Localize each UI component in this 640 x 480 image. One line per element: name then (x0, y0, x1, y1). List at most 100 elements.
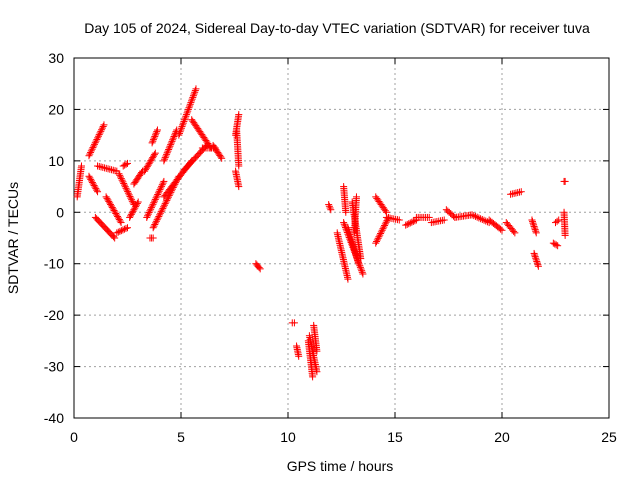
data-point (167, 141, 175, 149)
data-point (534, 262, 542, 270)
data-point (354, 256, 362, 264)
data-point (185, 104, 193, 112)
x-tick-label: 5 (177, 429, 185, 445)
data-point (97, 127, 105, 135)
data-point (180, 117, 188, 125)
data-point (98, 126, 106, 134)
data-point (477, 215, 485, 223)
data-point (449, 212, 457, 220)
data-point (528, 216, 536, 224)
data-point (133, 200, 141, 208)
y-tick-label: -10 (44, 256, 64, 272)
data-point (533, 257, 541, 265)
data-point (473, 213, 481, 221)
data-point (153, 192, 161, 200)
data-point (96, 129, 104, 137)
data-point (95, 131, 103, 139)
data-point (124, 159, 131, 167)
data-point (117, 227, 125, 235)
data-point (120, 225, 128, 233)
data-point (186, 102, 194, 110)
data-point (116, 227, 124, 235)
data-point (187, 99, 195, 107)
data-point (379, 225, 387, 233)
x-tick-label: 15 (387, 429, 403, 445)
data-point (531, 253, 539, 261)
data-point (531, 224, 539, 232)
data-point (497, 225, 505, 233)
data-point (77, 162, 85, 170)
data-point (143, 213, 151, 221)
data-point (116, 171, 124, 179)
data-point (177, 124, 185, 132)
data-point (160, 177, 168, 185)
data-point (152, 217, 160, 225)
data-point (122, 184, 130, 192)
data-point (85, 172, 93, 180)
data-point (121, 161, 129, 169)
data-point (89, 144, 97, 152)
data-point (92, 137, 100, 145)
data-point (102, 193, 110, 201)
data-point (531, 226, 539, 234)
y-tick-label: 0 (56, 204, 64, 220)
data-point (147, 204, 155, 212)
data-point (142, 166, 150, 174)
axis-ticks: 0 5 10 15 20 25 -40 -30 -20 -10 0 10 20 30 (44, 50, 617, 445)
data-point (120, 181, 128, 189)
data-point (143, 163, 151, 171)
data-point (156, 186, 164, 194)
data-point (151, 149, 159, 157)
data-point (151, 195, 159, 203)
data-point (181, 116, 189, 124)
data-point (530, 249, 538, 257)
data-point (88, 178, 96, 186)
data-point (134, 198, 142, 206)
data-point (561, 231, 569, 239)
data-point (154, 189, 162, 197)
data-point (372, 239, 380, 247)
data-point (124, 224, 131, 232)
data-point (470, 212, 478, 220)
data-point (125, 191, 133, 199)
data-point (157, 208, 165, 216)
data-point (161, 155, 169, 163)
data-point (217, 153, 225, 161)
data-point (149, 154, 157, 162)
data-point (113, 211, 121, 219)
data-point (132, 203, 140, 211)
data-point (529, 219, 537, 227)
data-point (109, 205, 117, 213)
data-point (341, 222, 349, 230)
data-point (149, 136, 157, 144)
data-point (179, 121, 187, 129)
data-point (440, 216, 448, 224)
data-point (149, 234, 157, 242)
data-point (115, 170, 123, 178)
data-point (409, 217, 417, 225)
data-point (159, 204, 167, 212)
data-point (177, 126, 185, 134)
data-point (256, 265, 264, 273)
data-point (106, 199, 114, 207)
data-point (380, 223, 388, 231)
data-point (349, 239, 357, 247)
data-point (117, 219, 125, 227)
y-tick-label: 20 (48, 101, 64, 117)
data-point (381, 207, 389, 215)
data-points (73, 85, 569, 381)
data-point (154, 191, 162, 199)
data-point (530, 222, 538, 230)
data-point (149, 137, 157, 145)
data-point (478, 215, 486, 223)
data-point (531, 251, 539, 259)
data-point (87, 148, 95, 156)
data-point (375, 233, 383, 241)
data-point (358, 268, 366, 276)
data-point (347, 236, 355, 244)
data-point (175, 131, 183, 139)
data-point (115, 216, 123, 224)
data-point (165, 144, 173, 152)
data-point (157, 184, 165, 192)
data-point (183, 109, 191, 117)
